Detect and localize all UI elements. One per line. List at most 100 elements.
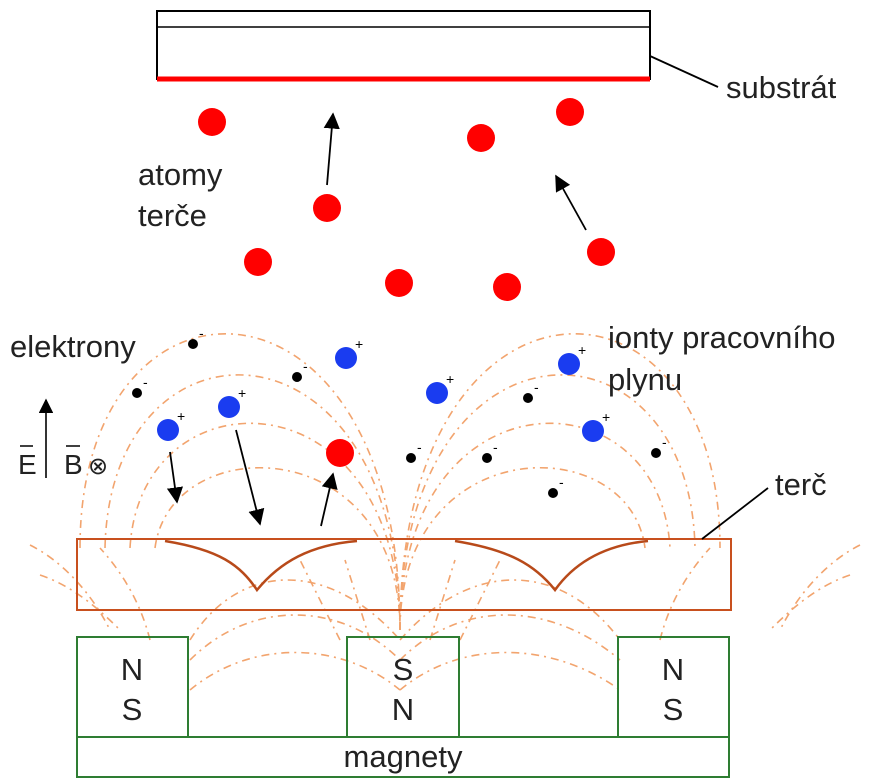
field-line-low [429, 559, 456, 641]
field-line-arc-left [154, 467, 401, 631]
target-atom [467, 124, 495, 152]
field-line-outer-right [769, 574, 851, 631]
magnet-base [76, 736, 730, 778]
label-target-atoms-line1: atomy [138, 157, 223, 192]
electron-charge: - [143, 374, 148, 390]
electron-charge: - [534, 379, 539, 395]
electron: - [188, 325, 204, 349]
field-line-low [659, 547, 711, 641]
target-atoms [198, 98, 615, 467]
field-line-low [189, 579, 401, 641]
magnet-right-top-pole: N [662, 652, 684, 687]
arrow-ion-down [235, 429, 265, 526]
ions: + + + + + + [157, 336, 610, 442]
ion-charge: + [238, 385, 246, 401]
label-electrons: elektrony [10, 329, 136, 364]
field-line-arc-right [399, 333, 721, 631]
ion: + [582, 409, 610, 442]
ion: + [558, 342, 586, 375]
ion-charge: + [177, 408, 185, 424]
field-lines-inside-target [99, 547, 711, 691]
electron: - [548, 474, 564, 498]
label-target-atoms-line2: terče [138, 198, 207, 233]
arrow-atom-up [323, 112, 340, 186]
electron-charge: - [662, 434, 667, 450]
magnets: N S S N N S magnety [76, 636, 730, 778]
target: terč [76, 467, 827, 611]
substrate: substrát [156, 10, 837, 105]
field-line-arc-left [129, 422, 401, 631]
field-line-low [399, 651, 621, 691]
electron: - [651, 434, 667, 458]
ion: + [218, 385, 246, 418]
electron: - [292, 358, 308, 382]
electron: - [406, 439, 422, 463]
target-atom [313, 194, 341, 222]
electron-charge: - [559, 474, 564, 490]
label-target: terč [775, 467, 827, 502]
target-atom [493, 273, 521, 301]
ion-charge: + [446, 371, 454, 387]
target-atom [326, 439, 354, 467]
label-e-field: E [18, 449, 37, 480]
target-atom [556, 98, 584, 126]
ion: + [335, 336, 363, 369]
target-atom [244, 248, 272, 276]
target-plate [76, 538, 732, 611]
field-line-arc-left [104, 374, 401, 631]
electron: - [482, 439, 498, 463]
label-b-field: B [64, 449, 83, 480]
ion-charge: + [578, 342, 586, 358]
electrons: - - - - - - - - [132, 325, 667, 498]
target-atom [385, 269, 413, 297]
field-line-outer-left [29, 544, 111, 631]
magnetic-field-lines [29, 333, 861, 691]
label-magnets: magnety [344, 739, 463, 774]
electron-charge: - [493, 439, 498, 455]
arrow-atom-up-left [555, 174, 587, 231]
substrate-body [156, 10, 651, 80]
field-indicators: E B ⊗ [18, 398, 108, 480]
erosion-profile-left [164, 539, 358, 593]
ion-charge: + [355, 336, 363, 352]
field-line-outer-right [779, 544, 861, 631]
electron-charge: - [303, 358, 308, 374]
field-line-low [189, 651, 401, 691]
field-line-arc-right [399, 467, 646, 631]
motion-arrows [166, 112, 587, 527]
electron-charge: - [199, 325, 204, 341]
target-atom [587, 238, 615, 266]
field-line-arc-left [79, 333, 401, 631]
ion-charge: + [602, 409, 610, 425]
arrow-atom-ejected [320, 472, 338, 527]
label-ions-line2: plynu [608, 362, 682, 397]
field-line-arc-right [399, 422, 671, 631]
magnet-right-bottom-pole: S [663, 692, 684, 727]
substrate-leader-line [649, 55, 719, 88]
electron: - [132, 374, 148, 398]
field-line-outer-left [39, 574, 121, 631]
field-line-arc-right [399, 374, 696, 631]
target-leader-line [701, 487, 769, 540]
field-line-low [189, 614, 401, 661]
electron-charge: - [417, 439, 422, 455]
field-line-low [459, 559, 501, 641]
electron: - [523, 379, 539, 403]
field-line-low [344, 559, 371, 641]
magnet-center-bottom-pole: N [392, 692, 414, 727]
field-line-low [399, 579, 621, 641]
magnet-left-top-pole: N [121, 652, 143, 687]
erosion-profile-right [454, 539, 649, 593]
field-line-low [299, 559, 341, 641]
target-atom [198, 108, 226, 136]
label-ions-line1: ionty pracovního [608, 320, 835, 355]
ion: + [157, 408, 185, 441]
b-into-page-icon: ⊗ [88, 453, 108, 480]
arrow-ion-down [166, 451, 184, 504]
magnet-center-top-pole: S [393, 652, 414, 687]
magnet-left-bottom-pole: S [122, 692, 143, 727]
label-substrate: substrát [726, 70, 837, 105]
ion: + [426, 371, 454, 404]
